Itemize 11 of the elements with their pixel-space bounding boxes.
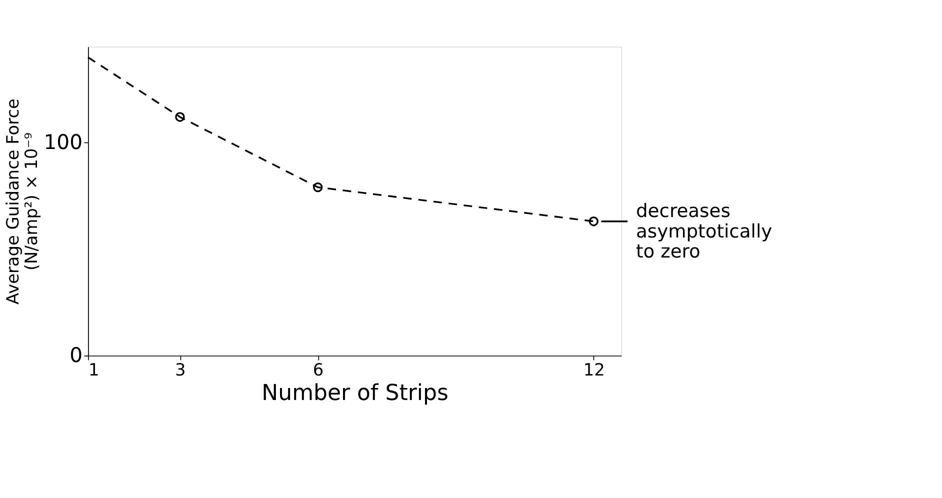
y-tick-label: 0 — [70, 342, 83, 367]
y-tick-label: 100 — [44, 130, 83, 154]
y-axis-title: Average Guidance Force (N/amp²) × 10⁻⁹ — [2, 98, 41, 304]
x-tick-label: 3 — [174, 359, 186, 380]
x-tick-label: 6 — [312, 359, 324, 380]
point — [175, 112, 185, 122]
x-tick-label: 1 — [88, 359, 100, 380]
x-tick-label: 12 — [583, 359, 605, 380]
x-axis-title: Number of Strips — [262, 381, 448, 406]
annotation: decreases asymptotically to zero — [636, 201, 772, 263]
point — [312, 182, 323, 192]
